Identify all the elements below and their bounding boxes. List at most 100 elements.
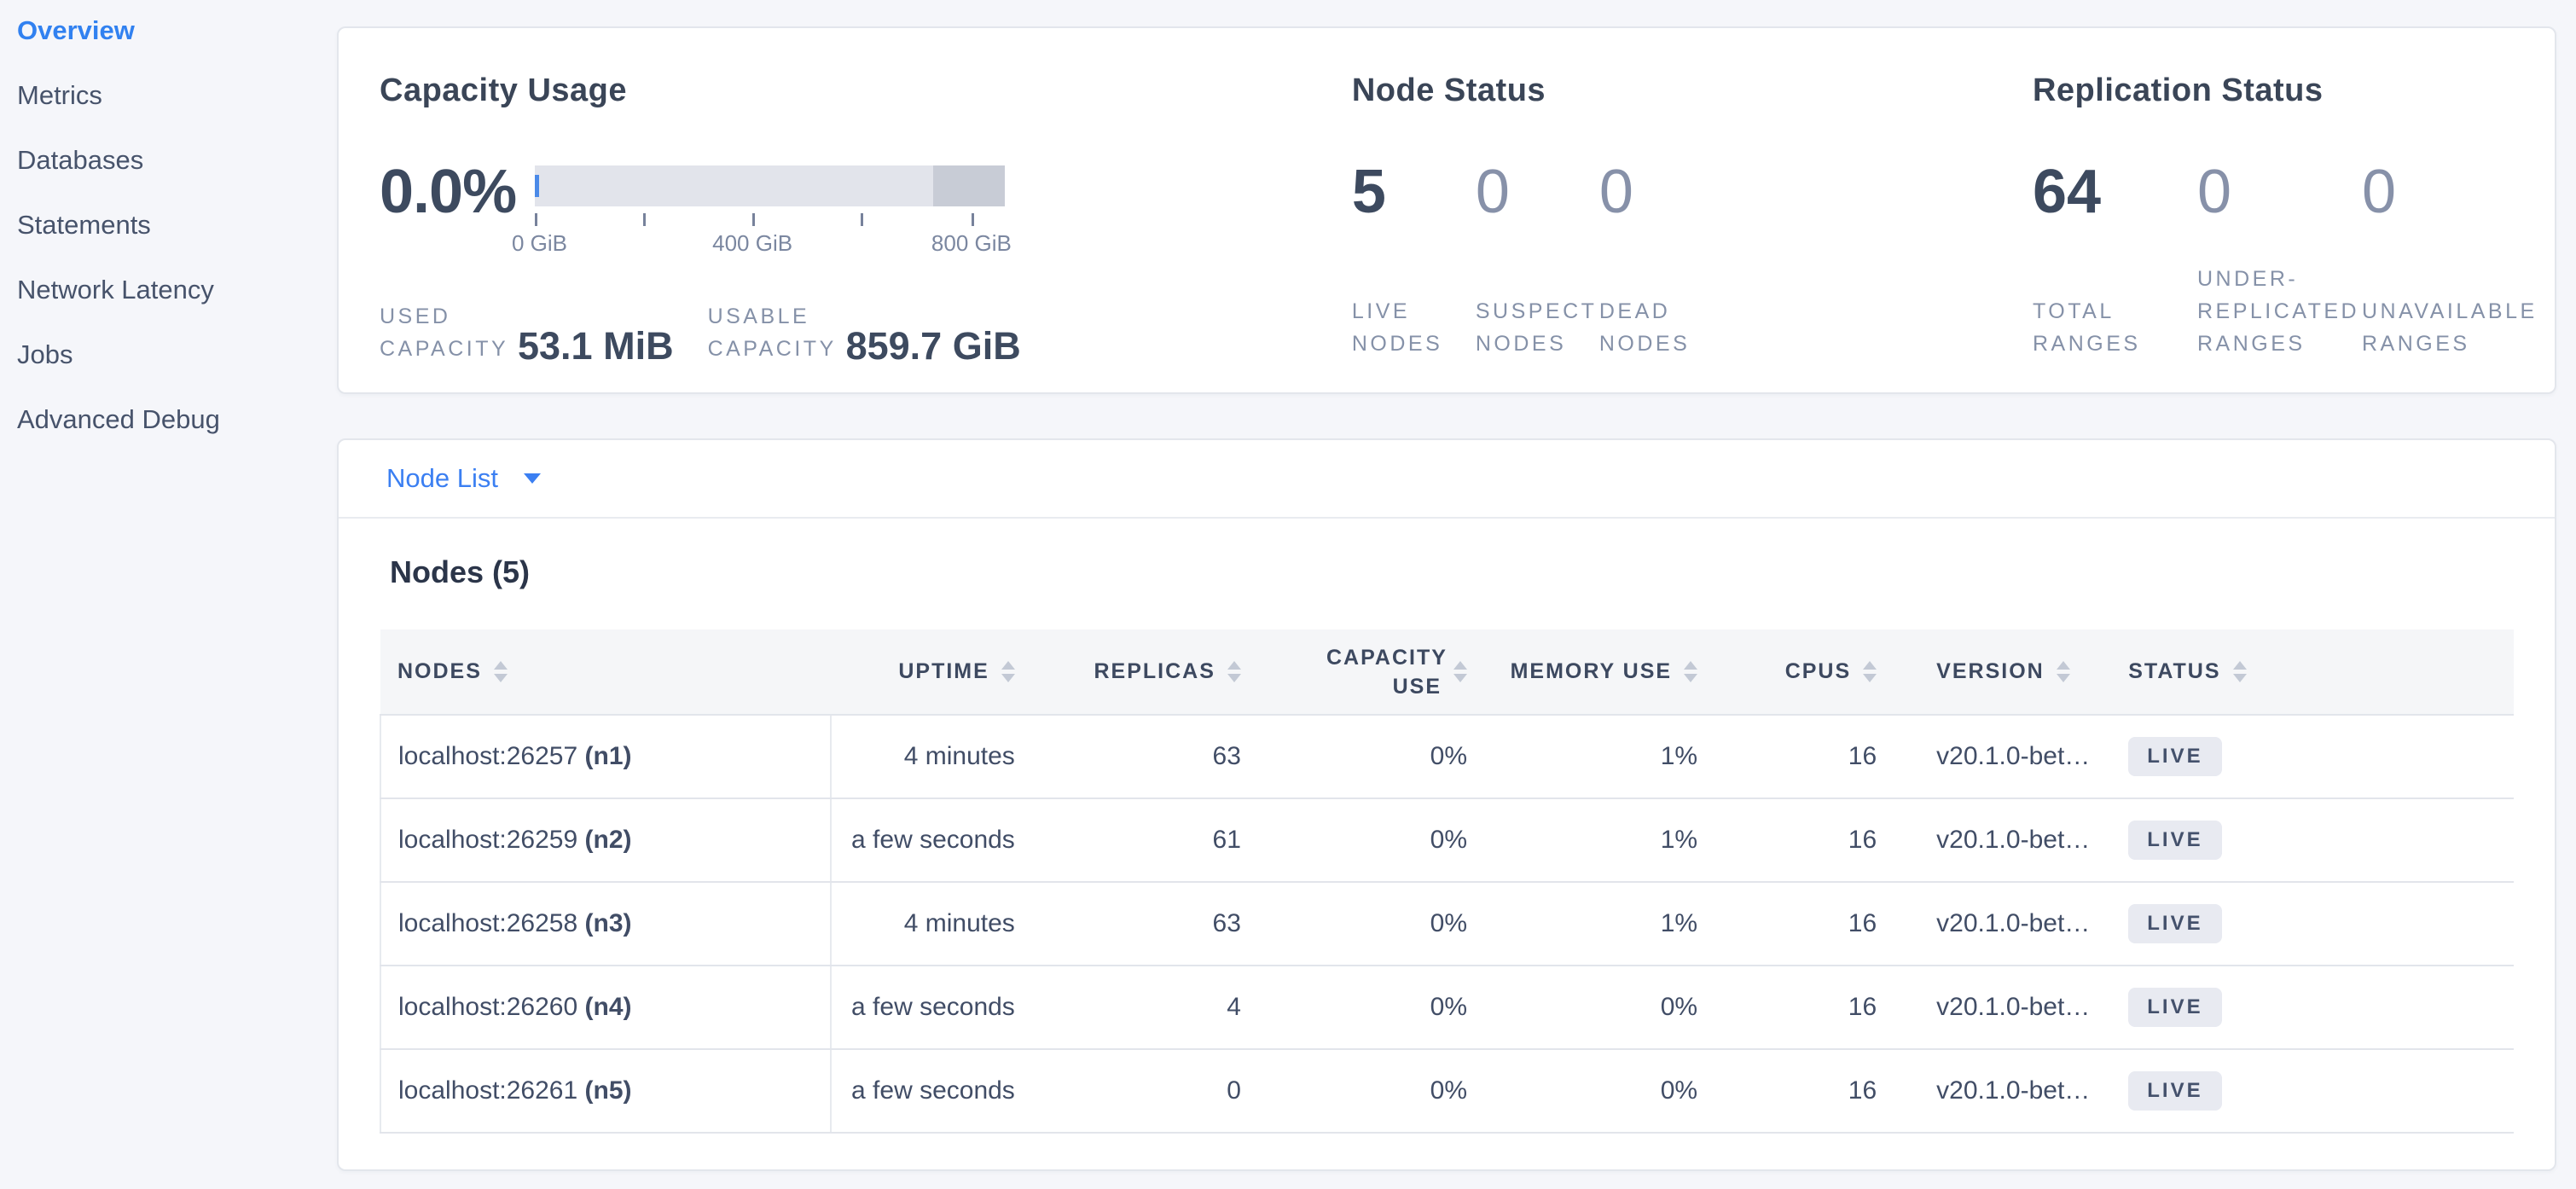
capacity-gauge-reserved-segment	[932, 165, 1005, 206]
cpus-cell: 16	[1726, 882, 1906, 966]
gauge-tick-label-800: 800 GiB	[931, 230, 1012, 256]
uptime-cell: a few seconds	[830, 798, 1044, 883]
node-address-cell[interactable]: localhost:26260 (n4)	[380, 966, 832, 1050]
sort-icon	[493, 661, 508, 682]
suspect-nodes-value: 0	[1475, 158, 1510, 226]
nodes-table: NODES UPTIME REPLICAS CAPACITY USE	[380, 629, 2514, 1134]
column-label-version: VERSION	[1936, 659, 2045, 683]
capacity-gauge-ticks	[535, 213, 1005, 227]
column-header-replicas[interactable]: REPLICAS	[1043, 629, 1270, 716]
live-nodes-value: 5	[1351, 158, 1386, 226]
node-address: localhost:26260	[398, 993, 578, 1021]
sort-icon	[1453, 661, 1467, 682]
usable-capacity-value: 859.7 GiB	[845, 324, 1021, 368]
column-header-status[interactable]: STATUS	[2097, 629, 2514, 716]
nodes-panel: Node List Nodes (5) NODES	[337, 438, 2556, 1171]
total-ranges-value: 64	[2032, 158, 2102, 226]
column-header-uptime[interactable]: UPTIME	[830, 629, 1044, 716]
under-replicated-ranges-label: UNDER-REPLICATED RANGES	[2196, 267, 2360, 356]
column-header-version[interactable]: VERSION	[1906, 629, 2098, 716]
cpus-cell: 16	[1726, 715, 1906, 799]
nodes-body: Nodes (5) NODES UPTIME	[339, 554, 2555, 1134]
dead-nodes-stat: 0 DEAD NODES	[1599, 161, 1723, 360]
sort-icon	[1863, 661, 1877, 682]
version-cell: v20.1.0-bet…	[1906, 715, 2098, 799]
sidebar-item-databases[interactable]: Databases	[17, 145, 144, 175]
column-header-cpus[interactable]: CPUS	[1726, 629, 1906, 716]
sidebar-item-overview[interactable]: Overview	[17, 15, 135, 45]
total-ranges-stat: 64 TOTAL RANGES	[2032, 158, 2197, 360]
column-header-memory-use[interactable]: MEMORY USE	[1496, 629, 1727, 716]
used-capacity-value: 53.1 MiB	[518, 324, 674, 368]
capacity-used-marker	[535, 175, 539, 197]
status-cell: LIVE	[2097, 715, 2514, 799]
status-badge: LIVE	[2128, 1071, 2222, 1111]
column-label-nodes: NODES	[397, 659, 482, 683]
sidebar-item-advanced-debug[interactable]: Advanced Debug	[17, 404, 220, 434]
node-address: localhost:26257	[398, 742, 578, 770]
capacity-use-cell: 0%	[1269, 1049, 1496, 1134]
node-id: (n3)	[584, 909, 632, 937]
node-status-title: Node Status	[1351, 72, 1546, 108]
cpus-cell: 16	[1726, 798, 1906, 883]
node-address-cell[interactable]: localhost:26259 (n2)	[380, 798, 832, 883]
capacity-gauge: 0 GiB 400 GiB 800 GiB	[512, 165, 1012, 256]
sidebar-item-jobs[interactable]: Jobs	[17, 339, 73, 369]
suspect-nodes-stat: 0 SUSPECT NODES	[1475, 158, 1599, 360]
column-header-capacity-use[interactable]: CAPACITY USE	[1269, 629, 1496, 716]
sort-icon	[1001, 661, 1015, 682]
uptime-cell: a few seconds	[830, 1049, 1044, 1134]
column-label-capacity-use: CAPACITY USE	[1326, 645, 1448, 699]
node-list-dropdown[interactable]: Node List	[386, 463, 541, 494]
node-address-cell[interactable]: localhost:26258 (n3)	[380, 882, 832, 966]
column-label-memory-use: MEMORY USE	[1510, 659, 1673, 683]
sidebar-item-network-latency[interactable]: Network Latency	[17, 275, 214, 304]
status-badge: LIVE	[2128, 737, 2222, 776]
version-cell: v20.1.0-bet…	[1906, 798, 2098, 883]
view-selector-bar: Node List	[339, 440, 2555, 519]
version-cell: v20.1.0-bet…	[1906, 882, 2098, 966]
node-id: (n5)	[584, 1076, 632, 1105]
replication-status-section: Replication Status 64 TOTAL RANGES 0 UND…	[2033, 72, 2555, 392]
replication-status-stats: 64 TOTAL RANGES 0 UNDER-REPLICATED RANGE…	[2032, 158, 2555, 360]
status-cell: LIVE	[2097, 1049, 2514, 1134]
table-row: localhost:26258 (n3) 4 minutes 63 0% 1% …	[380, 882, 2514, 966]
memory-use-cell: 0%	[1496, 966, 1727, 1050]
node-status-section: Node Status 5 LIVE NODES 0 SUSPECT NODES…	[1352, 72, 2033, 392]
table-row: localhost:26259 (n2) a few seconds 61 0%…	[380, 798, 2514, 883]
capacity-usage-section: Capacity Usage 0.0% 0 GiB 400 Gi	[380, 72, 1352, 392]
status-cell: LIVE	[2097, 882, 2514, 966]
column-label-replicas: REPLICAS	[1094, 659, 1215, 683]
memory-use-cell: 0%	[1496, 1049, 1727, 1134]
sort-icon	[1227, 661, 1241, 682]
replicas-cell: 61	[1043, 798, 1270, 883]
capacity-details-row: USED CAPACITY 53.1 MiB USABLE CAPACITY 8…	[380, 300, 1352, 365]
table-row: localhost:26257 (n1) 4 minutes 63 0% 1% …	[380, 715, 2514, 799]
nodes-heading: Nodes (5)	[390, 554, 531, 589]
under-replicated-ranges-value: 0	[2196, 158, 2232, 226]
gauge-tick-label-0: 0 GiB	[511, 230, 568, 256]
suspect-nodes-label: SUSPECT NODES	[1475, 299, 1597, 356]
capacity-gauge-bar	[535, 165, 1005, 206]
node-status-stats: 5 LIVE NODES 0 SUSPECT NODES 0 DEAD NODE…	[1351, 158, 2033, 360]
capacity-use-cell: 0%	[1269, 882, 1496, 966]
caret-down-icon	[523, 473, 541, 484]
version-cell: v20.1.0-bet…	[1906, 966, 2098, 1050]
status-badge: LIVE	[2128, 988, 2222, 1027]
node-id: (n4)	[584, 993, 632, 1021]
table-header-row: NODES UPTIME REPLICAS CAPACITY USE	[380, 629, 2514, 716]
node-id: (n1)	[584, 742, 632, 770]
table-row: localhost:26261 (n5) a few seconds 0 0% …	[380, 1049, 2514, 1134]
sidebar-item-metrics[interactable]: Metrics	[17, 80, 102, 110]
used-capacity-label: USED CAPACITY	[380, 304, 509, 361]
unavailable-ranges-label: UNAVAILABLE RANGES	[2361, 299, 2538, 356]
node-address-cell[interactable]: localhost:26261 (n5)	[380, 1049, 832, 1134]
column-header-nodes[interactable]: NODES	[380, 629, 831, 716]
capacity-used-percent: 0.0%	[380, 158, 517, 226]
replicas-cell: 63	[1043, 882, 1270, 966]
cpus-cell: 16	[1726, 966, 1906, 1050]
memory-use-cell: 1%	[1496, 798, 1727, 883]
node-address-cell[interactable]: localhost:26257 (n1)	[380, 715, 832, 799]
sidebar-item-statements[interactable]: Statements	[17, 210, 151, 240]
